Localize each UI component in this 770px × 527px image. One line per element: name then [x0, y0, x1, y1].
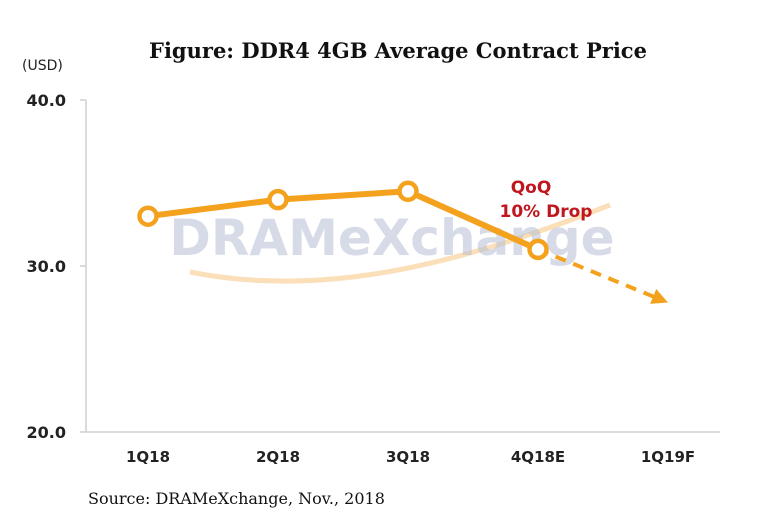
- annotation-drop: 10% Drop: [500, 202, 593, 222]
- x-tick-label: 2Q18: [256, 448, 300, 466]
- chart-title: Figure: DDR4 4GB Average Contract Price: [149, 38, 647, 63]
- watermark-swoosh: [189, 202, 611, 284]
- data-point: [137, 205, 159, 227]
- y-tick-label: 40.0: [27, 91, 66, 110]
- annotation-qoq: QoQ: [511, 178, 552, 198]
- y-tick-label: 30.0: [27, 257, 66, 276]
- data-point: [527, 238, 549, 261]
- series-line-actual: [145, 188, 541, 253]
- forecast-arrowhead: [650, 289, 668, 304]
- source-note: Source: DRAMeXchange, Nov., 2018: [88, 489, 385, 508]
- y-unit-label: (USD): [22, 58, 63, 74]
- x-tick-label: 4Q18E: [511, 448, 565, 466]
- x-tick-label: 1Q18: [126, 448, 170, 466]
- series-line-forecast: [537, 247, 656, 300]
- data-point: [397, 180, 419, 203]
- data-point: [267, 188, 289, 211]
- y-tick-label: 20.0: [27, 423, 66, 442]
- x-tick-label: 3Q18: [386, 448, 430, 466]
- x-tick-label: 1Q19F: [641, 448, 695, 466]
